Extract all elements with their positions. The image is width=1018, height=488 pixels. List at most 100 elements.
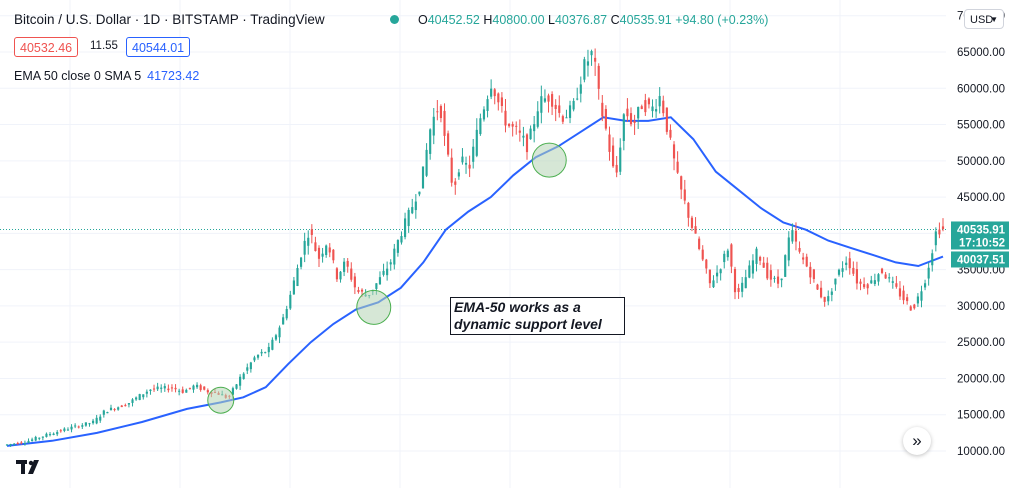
candle-body — [450, 157, 453, 183]
candle-body — [870, 280, 873, 284]
candle-body — [859, 281, 862, 284]
tradingview-logo-icon[interactable] — [16, 458, 44, 476]
y-tick-label: 30000.00 — [957, 301, 1005, 313]
candle-body — [543, 98, 547, 102]
candle-body — [493, 89, 496, 97]
candle-body — [902, 290, 905, 301]
candle-body — [289, 294, 292, 309]
candle-body — [558, 105, 561, 113]
candle-body — [457, 172, 460, 177]
candle-body — [515, 125, 518, 127]
sell-price-button[interactable]: 40532.46 — [14, 37, 79, 57]
candle-body — [131, 399, 134, 403]
candle-body — [91, 420, 95, 424]
candle-body — [156, 386, 159, 390]
candle-body — [375, 283, 378, 289]
candle-body — [9, 444, 12, 446]
candle-body — [393, 248, 396, 265]
candle-body — [676, 161, 679, 173]
candle-body — [425, 149, 428, 176]
indicator-value: 41723.42 — [147, 69, 200, 83]
candle-body — [837, 269, 841, 275]
candle-body — [486, 99, 489, 111]
currency-label: USD — [970, 14, 994, 26]
candle-body — [629, 113, 633, 125]
candle-body — [748, 265, 751, 278]
candle-body — [554, 104, 557, 110]
candle-body — [934, 231, 937, 246]
candle-body — [66, 429, 70, 431]
candle-body — [278, 327, 281, 338]
high-value: 40800.00 — [492, 13, 545, 27]
candle-body — [325, 245, 328, 255]
candle-body — [282, 317, 285, 325]
candle-body — [819, 287, 823, 298]
candle-body — [468, 164, 471, 169]
ema-50-line — [6, 116, 944, 447]
candle-body — [705, 259, 708, 269]
double-chevron-right-icon[interactable]: » — [903, 427, 931, 455]
candle-body — [138, 394, 141, 400]
candle-body — [712, 280, 715, 288]
candle-body — [848, 258, 851, 269]
candle-body — [389, 262, 392, 265]
candle-body — [909, 306, 912, 311]
symbol-title[interactable]: Bitcoin / U.S. Dollar · 1D · BITSTAMP · … — [14, 12, 325, 27]
candle-body — [920, 291, 923, 301]
candle-body — [723, 253, 726, 263]
price-tag-label: 40535.91 — [957, 224, 1006, 236]
candle-body — [884, 274, 887, 279]
candle-body — [863, 284, 866, 288]
candle-body — [504, 110, 507, 126]
candle-body — [769, 270, 772, 280]
indicator-legend[interactable]: EMA 50 close 0 SMA 5 41723.42 — [14, 69, 199, 83]
y-tick-label: 35000.00 — [957, 265, 1005, 277]
candle-body — [715, 272, 719, 277]
candle-body — [99, 416, 102, 421]
candle-body — [551, 94, 554, 107]
candle-body — [708, 269, 711, 284]
candle-body — [941, 226, 945, 230]
candle-body — [447, 133, 450, 155]
candle-body — [396, 240, 399, 253]
open-value: 40452.52 — [427, 13, 480, 27]
candle-body — [576, 98, 579, 100]
candle-body — [809, 266, 812, 278]
candle-body — [762, 262, 765, 268]
candle-body — [547, 95, 550, 102]
candle-body — [120, 405, 123, 408]
candle-body — [56, 432, 59, 435]
market-status-dot — [390, 15, 399, 24]
candle-body — [231, 388, 235, 395]
y-tick-label: 20000.00 — [957, 373, 1005, 385]
candle-body — [253, 357, 256, 361]
candle-body — [633, 120, 636, 123]
candle-body — [59, 430, 62, 432]
currency-selector[interactable]: USD ▼ — [964, 9, 1004, 29]
candle-body — [916, 296, 919, 304]
ema-50-path — [6, 116, 944, 447]
candle-body — [328, 247, 331, 253]
candle-body — [436, 111, 439, 113]
candle-body — [913, 304, 916, 309]
candle-body — [644, 100, 647, 113]
candle-body — [597, 65, 600, 89]
buy-price-button[interactable]: 40544.01 — [126, 37, 191, 57]
candle-body — [400, 236, 403, 243]
candle-body — [923, 283, 927, 288]
candle-body — [16, 443, 19, 445]
candle-body — [651, 106, 654, 112]
price-axis[interactable]: 10000.00 15000.00 20000.00 25000.00 30000.00… — [946, 0, 1018, 488]
candle-body — [292, 280, 295, 295]
candle-body — [637, 106, 640, 119]
candle-body — [127, 403, 131, 405]
candle-body — [626, 108, 629, 117]
candle-body — [20, 442, 23, 444]
candle-body — [780, 278, 783, 281]
candle-body — [52, 433, 55, 435]
candle-body — [726, 250, 729, 258]
candle-body — [472, 146, 475, 162]
candle-body — [687, 202, 690, 218]
candle-body — [640, 106, 643, 109]
candle-body — [307, 237, 310, 246]
